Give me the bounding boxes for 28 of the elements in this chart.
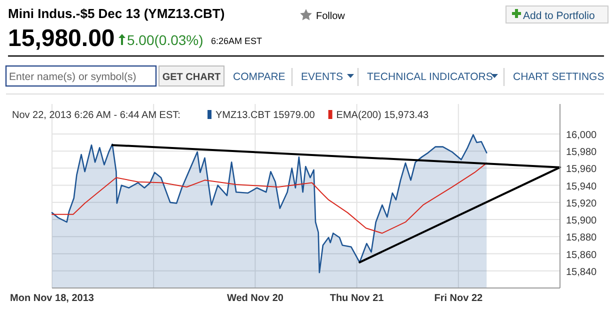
y-tick-label: 15,980 <box>566 147 598 158</box>
text: CHART SETTINGS <box>513 71 604 83</box>
legend-label: EMA(200) 15,973.43 <box>336 110 430 121</box>
text: EVENTS <box>301 71 344 83</box>
y-tick-label: 15,960 <box>566 164 598 176</box>
x-tick-label: Wed Nov 20 <box>226 293 284 304</box>
text: Enter name(s) or symbol(s) <box>9 71 136 83</box>
y-tick-label: 15,940 <box>566 181 598 192</box>
legend-label: YMZ13.CBT 15979.00 <box>216 110 316 121</box>
x-tick-label: Thu Nov 21 <box>330 293 384 304</box>
y-tick-label: 15,860 <box>566 250 598 261</box>
text: TECHNICAL INDICATORS <box>367 71 493 83</box>
y-tick-label: 15,880 <box>566 232 598 244</box>
y-tick-label: 15,920 <box>566 198 598 210</box>
x-tick-label: Mon Nov 18, 2013 <box>10 293 94 304</box>
legend-title: Nov 22, 2013 6:26 AM - 6:44 AM EST: <box>12 110 180 121</box>
text: GET CHART <box>162 72 221 83</box>
y-tick-label: 15,900 <box>566 216 598 227</box>
y-tick-label: 15,840 <box>566 266 598 278</box>
text: 15,980.00 <box>8 25 115 52</box>
text: 5.00(0.03%) <box>127 32 204 48</box>
chart-title: Mini Indus.-$5 Dec 13 (YMZ13.CBT) <box>8 6 225 21</box>
text: Add to Portfolio <box>523 10 595 22</box>
text: COMPARE <box>233 71 286 83</box>
text: 6:26AM EST <box>211 36 263 46</box>
x-tick-label: Fri Nov 22 <box>434 293 484 304</box>
y-tick-label: 16,000 <box>566 130 598 141</box>
text: Follow <box>316 11 346 22</box>
